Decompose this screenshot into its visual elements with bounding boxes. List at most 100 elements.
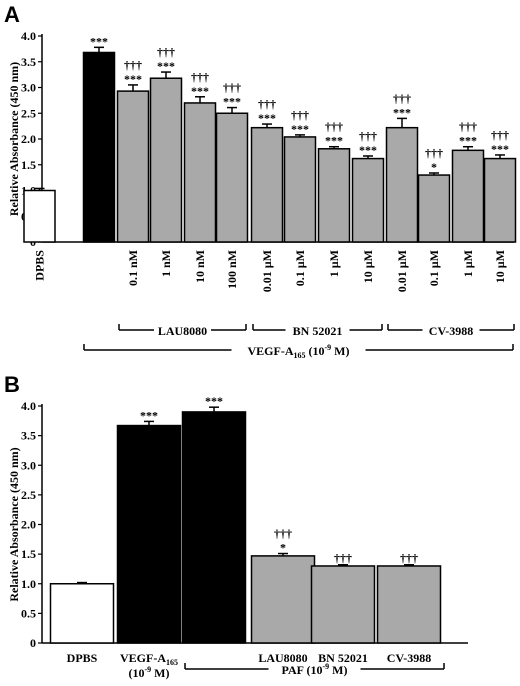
bar — [183, 102, 217, 243]
group-label-bg — [422, 327, 480, 333]
significance-dagger: ††† — [223, 81, 241, 95]
significance-dagger: ††† — [459, 120, 477, 134]
significance-star: *** — [157, 59, 175, 73]
category-sublabel: (10-9 M) — [129, 665, 170, 680]
y-tick-label: 1.5 — [21, 158, 36, 172]
significance-dagger: ††† — [191, 70, 209, 84]
significance-star: *** — [393, 105, 411, 119]
significance-dagger: ††† — [425, 146, 443, 160]
significance-dagger: ††† — [325, 120, 343, 134]
y-tick-label: 0.5 — [21, 606, 36, 620]
significance-star: * — [431, 160, 437, 174]
y-axis-label: Relative Absorbance (450 nm) — [7, 447, 21, 601]
panel-letter: A — [4, 2, 20, 27]
group-label: CV-3988 — [429, 324, 473, 338]
significance-star: * — [280, 541, 286, 555]
group-label-bg — [285, 327, 350, 333]
y-tick-label: 3.5 — [21, 429, 36, 443]
bar — [351, 157, 385, 243]
significance-dagger: ††† — [334, 551, 352, 565]
category-label: DPBS — [33, 250, 47, 281]
significance-star: *** — [124, 72, 142, 86]
significance-dagger: ††† — [124, 58, 142, 72]
panel-letter: B — [4, 372, 20, 397]
category-label: 1 µM — [461, 250, 475, 277]
significance-dagger: ††† — [359, 129, 377, 143]
category-label: 10 nM — [193, 250, 207, 283]
category-label: 0.01 µM — [395, 250, 409, 292]
y-tick-label: 4.0 — [21, 399, 36, 413]
y-tick-label: 2.0 — [21, 518, 36, 532]
significance-dagger: ††† — [491, 128, 509, 142]
significance-star: *** — [459, 134, 477, 148]
bar — [116, 90, 150, 243]
y-tick-label: 3.0 — [21, 458, 36, 472]
category-label: 0.1 nM — [126, 250, 140, 286]
significance-star: *** — [205, 394, 223, 408]
bar — [417, 174, 451, 243]
significance-star: *** — [359, 143, 377, 157]
category-label: DPBS — [67, 651, 98, 665]
bar — [215, 112, 249, 243]
bar — [116, 424, 182, 644]
significance-dagger: ††† — [274, 527, 292, 541]
bar — [451, 149, 485, 243]
bar — [310, 565, 376, 644]
group-label-bg — [154, 327, 211, 333]
y-tick-label: 1.5 — [21, 547, 36, 561]
bar — [82, 51, 116, 243]
bar — [149, 77, 183, 243]
group-label-bg — [231, 347, 366, 353]
significance-dagger: ††† — [258, 97, 276, 111]
significance-dagger: ††† — [393, 91, 411, 105]
y-tick-label: 0 — [30, 636, 36, 650]
bar — [49, 583, 115, 644]
category-label: 0.01 µM — [260, 250, 274, 292]
category-label: VEGF-A165 — [120, 651, 178, 667]
bar — [376, 565, 442, 644]
group-label: VEGF-A165 (10-9 M) — [248, 343, 350, 360]
y-tick-label: 3.0 — [21, 81, 36, 95]
category-label: 100 nM — [225, 250, 239, 289]
bar — [317, 148, 351, 243]
category-label: BN 52021 — [318, 651, 368, 665]
y-tick-label: 2.5 — [21, 488, 36, 502]
bar — [283, 136, 317, 243]
category-label: 0.1 µM — [293, 250, 307, 286]
bar — [250, 555, 316, 644]
y-tick-label: 4.0 — [21, 29, 36, 43]
group-label-bg — [268, 666, 361, 672]
y-tick-label: 1.0 — [21, 577, 36, 591]
significance-star: *** — [291, 122, 309, 136]
bar — [181, 411, 247, 644]
y-tick-label: 2.5 — [21, 106, 36, 120]
y-axis-label: Relative Absorbance (450 nm) — [7, 62, 21, 216]
significance-star: *** — [191, 84, 209, 98]
significance-star: *** — [90, 34, 108, 48]
y-tick-label: 2.0 — [21, 132, 36, 146]
bar — [385, 126, 419, 243]
category-label: LAU8080 — [258, 651, 307, 665]
significance-dagger: ††† — [157, 45, 175, 59]
bar — [483, 157, 517, 243]
significance-star: *** — [140, 408, 158, 422]
significance-star: *** — [491, 142, 509, 156]
category-label: 10 µM — [493, 250, 507, 283]
significance-dagger: ††† — [291, 108, 309, 122]
category-label: 1 nM — [159, 250, 173, 277]
category-label: 10 µM — [361, 250, 375, 283]
group-label: BN 52021 — [293, 324, 343, 338]
significance-star: *** — [258, 111, 276, 125]
category-label: 0.1 µM — [427, 250, 441, 286]
group-label: PAF (10-9 M) — [282, 662, 348, 677]
category-label: CV-3988 — [387, 651, 431, 665]
significance-star: *** — [325, 134, 343, 148]
significance-dagger: ††† — [400, 551, 418, 565]
category-label: 1 µM — [327, 250, 341, 277]
significance-star: *** — [223, 95, 241, 109]
bar — [250, 126, 284, 243]
bar — [23, 189, 56, 243]
group-label: LAU8080 — [158, 324, 207, 338]
